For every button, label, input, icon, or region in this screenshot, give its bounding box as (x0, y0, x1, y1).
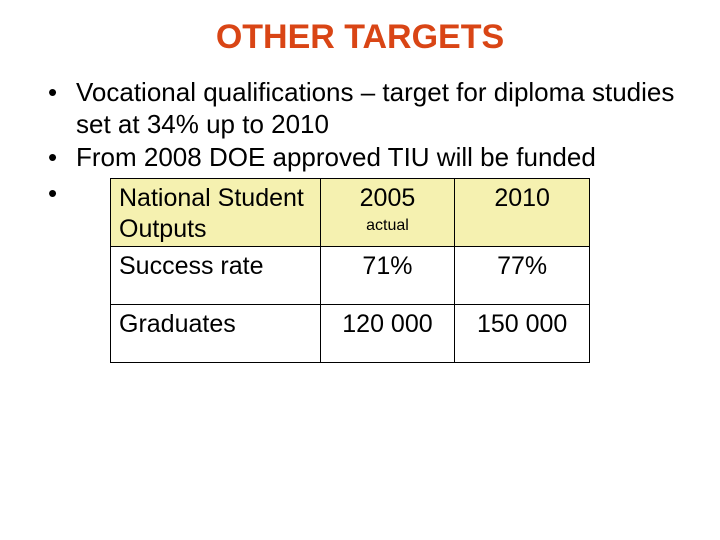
slide-title: OTHER TARGETS (0, 18, 720, 57)
header-label: 2010 (494, 184, 550, 212)
table-container: National Student Outputs 2005 actual 201… (110, 178, 680, 363)
row-value: 71% (320, 247, 455, 305)
row-label: Success rate (111, 247, 321, 305)
row-value: 150 000 (455, 305, 590, 363)
targets-table: National Student Outputs 2005 actual 201… (110, 178, 590, 363)
row-value: 77% (455, 247, 590, 305)
header-label: 2005 (360, 184, 416, 212)
bullet-item-empty: National Student Outputs 2005 actual 201… (42, 178, 680, 363)
table-header-row: National Student Outputs 2005 actual 201… (111, 179, 590, 247)
header-cell-2010: 2010 (455, 179, 590, 247)
header-label: National Student Outputs (119, 184, 304, 243)
bullet-item: Vocational qualifications – target for d… (42, 77, 680, 140)
table-row: Graduates 120 000 150 000 (111, 305, 590, 363)
row-value: 120 000 (320, 305, 455, 363)
row-label: Graduates (111, 305, 321, 363)
header-cell-2005: 2005 actual (320, 179, 455, 247)
table-row: Success rate 71% 77% (111, 247, 590, 305)
header-sublabel: actual (329, 216, 447, 236)
slide-body: Vocational qualifications – target for d… (0, 77, 720, 363)
bullet-item: From 2008 DOE approved TIU will be funde… (42, 142, 680, 174)
header-cell-outputs: National Student Outputs (111, 179, 321, 247)
bullet-list: Vocational qualifications – target for d… (42, 77, 680, 363)
